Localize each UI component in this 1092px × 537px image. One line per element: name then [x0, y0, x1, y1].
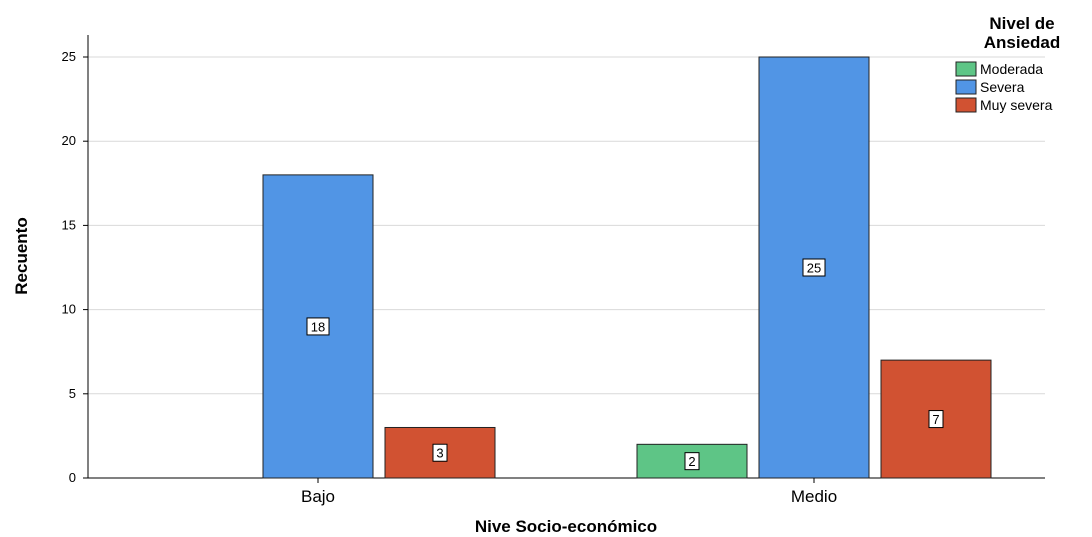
- legend-swatch: [955, 61, 977, 77]
- data-label: 2: [688, 454, 695, 469]
- data-label-box: [684, 452, 700, 471]
- data-label-box: [306, 317, 330, 336]
- x-axis-title: Nive Socio-económico: [475, 517, 657, 536]
- x-tick-label: Bajo: [301, 487, 335, 506]
- legend-title-line-1: Nivel de: [989, 14, 1054, 33]
- y-tick-label: 15: [62, 217, 76, 232]
- legend-title-line-2: Ansiedad: [984, 33, 1061, 52]
- legend-swatch: [955, 79, 977, 95]
- legend-swatch: [955, 97, 977, 113]
- legend: Nivel de Ansiedad Moderada Severa Muy seve…: [955, 14, 1061, 113]
- y-tick-label: 5: [69, 386, 76, 401]
- y-axis-title: Recuento: [12, 217, 31, 294]
- data-label-box: [802, 258, 826, 277]
- y-tick-label: 20: [62, 133, 76, 148]
- legend-label: Severa: [980, 79, 1025, 95]
- data-label-box: [928, 410, 944, 429]
- legend-label: Muy severa: [980, 97, 1053, 113]
- data-label: 7: [932, 412, 939, 427]
- y-tick-label: 25: [62, 49, 76, 64]
- gridlines: [88, 56, 1045, 395]
- bars: 18 3 2 25 7: [262, 56, 992, 479]
- y-axis-ticks: 0 5 10 15 20 25: [62, 49, 88, 485]
- data-label-box: [432, 443, 448, 462]
- data-label: 18: [311, 319, 325, 334]
- legend-items: Moderada Severa Muy severa: [955, 61, 1053, 113]
- x-tick-label: Medio: [791, 487, 837, 506]
- data-label: 3: [436, 446, 443, 461]
- category-labels: Bajo Medio: [301, 478, 837, 506]
- y-tick-label: 10: [62, 302, 76, 317]
- y-tick-label: 0: [69, 470, 76, 485]
- data-label: 25: [807, 261, 821, 276]
- legend-label: Moderada: [980, 61, 1043, 77]
